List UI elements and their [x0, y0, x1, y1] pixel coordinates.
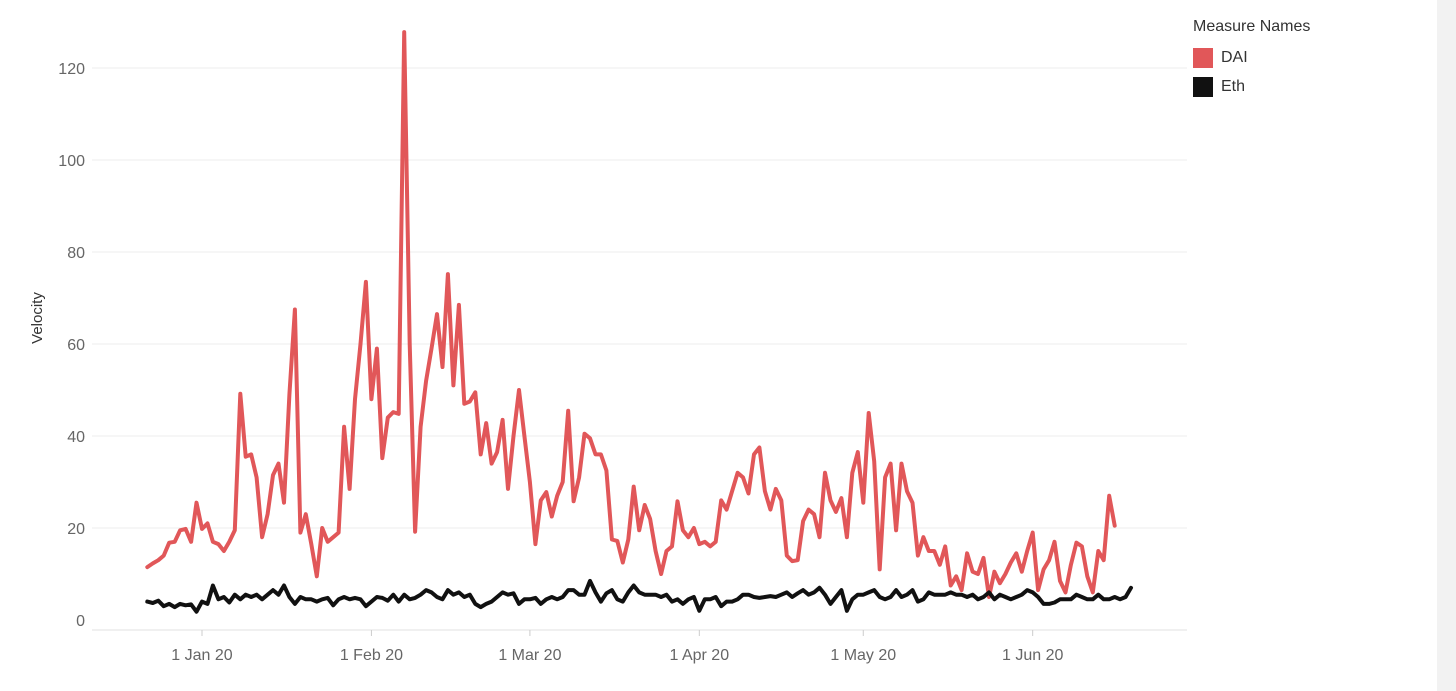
y-tick-label: 40: [67, 429, 85, 446]
y-tick-label: 60: [67, 337, 85, 354]
series-lines: [145, 30, 1133, 614]
y-tick-label: 0: [76, 613, 85, 630]
legend-swatch-dai: [1193, 47, 1213, 68]
legend: Measure Names DAI Eth: [1193, 18, 1423, 101]
x-tick-label: 1 Jan 20: [171, 647, 232, 664]
y-tick-label: 20: [67, 521, 85, 538]
legend-label-dai: DAI: [1221, 48, 1248, 66]
legend-item-eth[interactable]: Eth: [1193, 72, 1423, 101]
legend-item-dai[interactable]: DAI: [1193, 43, 1423, 72]
x-tick-label: 1 May 20: [830, 647, 896, 664]
gridlines: [92, 67, 1187, 529]
x-tick-label: 1 Jun 20: [1002, 647, 1063, 664]
y-tick-label: 120: [58, 61, 85, 78]
legend-swatch-eth: [1193, 76, 1213, 97]
legend-title: Measure Names: [1193, 18, 1311, 35]
y-tick-label: 100: [58, 153, 85, 170]
x-tick-label: 1 Feb 20: [340, 647, 403, 664]
legend-label-eth: Eth: [1221, 77, 1246, 95]
x-tick-label: 1 Apr 20: [670, 647, 730, 664]
x-tick-label: 1 Mar 20: [498, 647, 561, 664]
scrollbar-track[interactable]: [1437, 0, 1456, 691]
series-line-dai: [145, 30, 1117, 599]
y-tick-label: 80: [67, 245, 85, 262]
y-axis: 0 20 40 60 80 100 120: [58, 61, 85, 630]
y-axis-title: Velocity: [29, 292, 46, 344]
series-line-eth: [145, 578, 1133, 614]
x-axis: 1 Jan 20 1 Feb 20 1 Mar 20 1 Apr 20 1 May 20…: [92, 629, 1187, 664]
